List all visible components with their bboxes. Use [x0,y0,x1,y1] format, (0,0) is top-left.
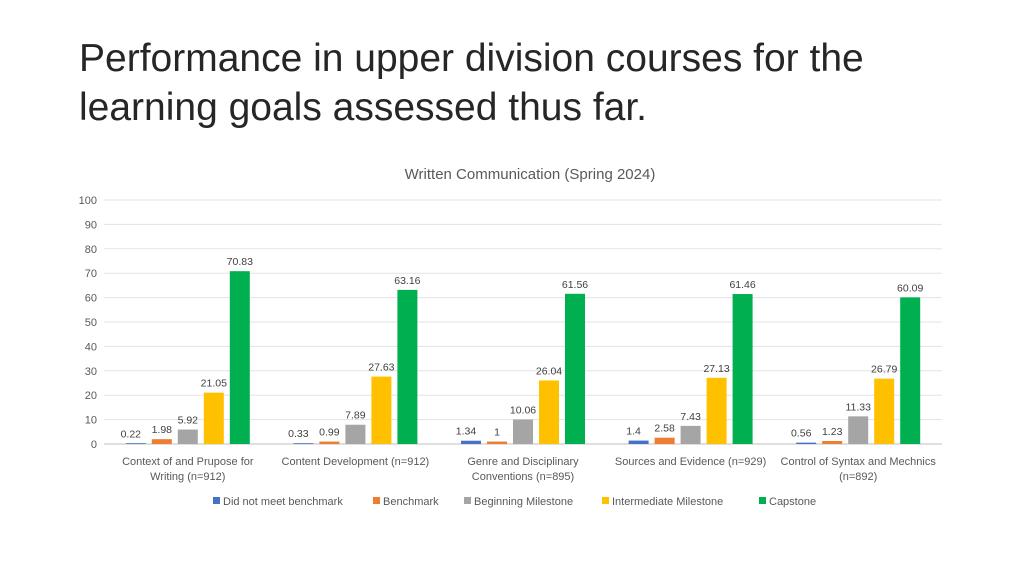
data-label: 61.46 [729,279,755,291]
y-tick-label: 100 [79,195,97,207]
legend: Did not meet benchmark Benchmark Beginning… [213,496,816,508]
data-label: 21.05 [201,378,227,390]
data-label: 61.56 [562,279,588,291]
data-label: 7.43 [680,411,701,423]
bar [203,392,224,444]
data-label: 63.16 [394,275,420,287]
bar [874,378,895,444]
y-tick-label: 20 [85,390,97,402]
bar [680,425,701,444]
data-label: 27.13 [703,363,729,375]
x-category-label: Context of and Prupose for [122,456,254,468]
legend-label: Beginning Milestone [474,496,573,508]
x-category-label: Genre and Disciplinary [467,456,579,468]
bar [732,294,753,444]
bar [229,271,250,444]
bars [125,271,921,444]
bar [654,437,675,444]
x-category-label: Conventions (n=895) [472,471,574,483]
legend-label: Did not meet benchmark [223,496,343,508]
bar [319,441,340,444]
data-label: 2.58 [654,423,675,435]
bar [461,440,481,444]
data-label: 26.79 [871,364,897,376]
legend-label: Capstone [769,496,816,508]
data-label: 60.09 [897,282,923,294]
data-label: 70.83 [227,256,253,268]
data-label: 7.89 [345,410,366,422]
bar [487,441,507,444]
bar [628,440,649,444]
y-tick-label: 80 [85,244,97,256]
bar [539,380,559,444]
data-label: 0.22 [121,428,142,440]
bar [848,416,869,444]
bar [822,440,843,444]
y-tick-label: 0 [91,439,97,451]
data-label: 26.04 [536,365,562,377]
data-label: 1.34 [456,426,477,438]
x-category-label: Content Development (n=912) [282,456,430,468]
y-tick-label: 50 [85,317,97,329]
data-label: 5.92 [178,415,199,427]
bar [151,439,172,444]
slide-title: Performance in upper division courses fo… [79,37,864,129]
data-label: 27.63 [368,362,394,374]
legend-swatch [759,497,766,504]
bar [900,297,921,444]
bar [125,443,146,444]
y-tick-label: 40 [85,341,97,353]
legend-label: Benchmark [383,496,439,508]
y-tick-label: 10 [85,415,97,427]
data-label: 1.23 [822,426,843,438]
y-tick-label: 30 [85,366,97,378]
bar [565,293,585,444]
bar [513,419,533,444]
bar [345,424,366,444]
y-tick-label: 90 [85,219,97,231]
data-label: 0.99 [319,427,340,439]
x-category-label: Writing (n=912) [150,471,225,483]
data-labels: 0.22 1.98 5.92 21.05 70.83 0.33 0.99 7.89 27.63 6… [121,256,924,440]
x-axis: Context of and Prupose for Writing (n=912… [122,456,936,483]
legend-label: Intermediate Milestone [612,496,723,508]
x-category-label: Sources and Evidence (n=929) [615,456,766,468]
data-label: 0.56 [791,428,812,440]
y-tick-label: 70 [85,268,97,280]
legend-swatch [213,497,220,504]
legend-swatch [602,497,609,504]
legend-swatch [464,497,471,504]
y-tick-label: 60 [85,293,97,305]
x-category-label: Control of Syntax and Mechnics [781,456,937,468]
bar [293,443,314,444]
data-label: 11.33 [845,401,871,413]
bar [397,289,418,444]
data-label: 1.98 [152,424,173,436]
data-label: 1.4 [626,426,641,438]
data-label: 10.06 [510,404,536,416]
bar [796,442,817,444]
bar [177,429,198,444]
x-category-label: (n=892) [839,471,877,483]
bar [706,377,727,444]
data-label: 1 [494,427,500,439]
legend-swatch [373,497,380,504]
data-label: 0.33 [288,428,309,440]
y-axis: 0 10 20 30 40 50 60 70 80 90 100 [79,195,97,451]
chart-title: Written Communication (Spring 2024) [405,166,656,183]
bar [371,376,392,444]
